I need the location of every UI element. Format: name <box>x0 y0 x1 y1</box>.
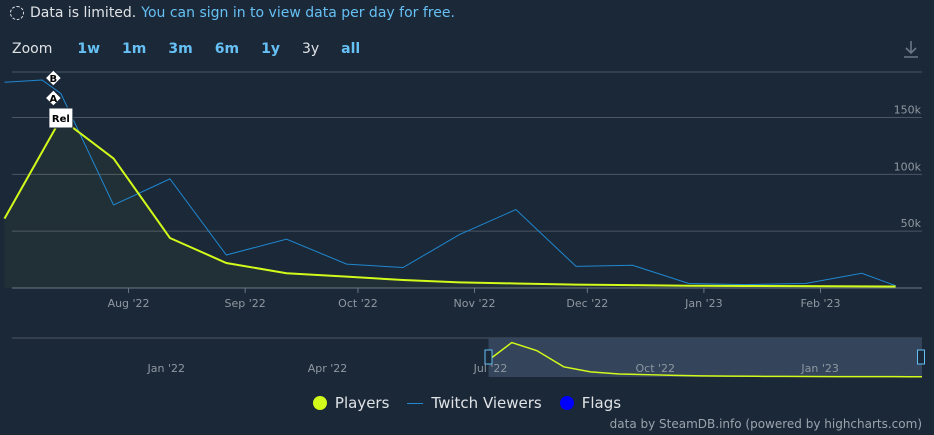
zoom-all-button[interactable]: all <box>330 41 371 57</box>
x-tick-label: Jan '23 <box>684 297 722 310</box>
zoom-1m-button[interactable]: 1m <box>111 41 157 57</box>
series-layer <box>3 79 896 288</box>
notice-text: Data is limited. <box>30 5 137 21</box>
navigator-handle-right[interactable] <box>917 349 925 365</box>
flag-marker <box>44 69 63 87</box>
data-limited-notice: Data is limited. You can sign in to view… <box>10 3 455 23</box>
legend-item-flags[interactable]: Flags <box>559 394 622 412</box>
players-swatch <box>312 396 327 410</box>
twitch-viewers-swatch <box>407 402 424 404</box>
zoom-1w-button[interactable]: 1w <box>66 41 111 57</box>
zoom-3y-button[interactable]: 3y <box>291 41 330 57</box>
x-tick-label: Oct '22 <box>338 297 378 310</box>
legend-label-players: Players <box>334 394 390 412</box>
x-tick-label: Aug '22 <box>108 297 150 310</box>
twitch-viewers-line <box>4 79 896 287</box>
flag-label: B <box>50 74 58 85</box>
y-tick-label: 100k <box>894 160 922 173</box>
legend-item-twitch-viewers[interactable]: Twitch Viewers <box>407 394 542 412</box>
flag-b[interactable]: B <box>44 69 63 87</box>
navigator[interactable]: Jan '22 Apr '22 Jul '22 Oct '22 Jan '23 <box>12 337 925 378</box>
flag-marker <box>44 89 63 107</box>
navigator-tick-label: Jan '22 <box>147 362 185 375</box>
players-line <box>3 117 896 288</box>
navigator-handle-left[interactable] <box>484 349 493 365</box>
legend-label-flags: Flags <box>581 394 622 412</box>
navigator-tick-label: Jan '23 <box>800 362 838 375</box>
players-area <box>4 118 896 288</box>
flags-layer: BA Rel <box>44 69 74 129</box>
sign-in-link[interactable]: You can sign in to view data per day for… <box>141 5 455 21</box>
zoom-1y-button[interactable]: 1y <box>250 41 291 57</box>
axis-ticks: 50k 100k 150k Aug '22 Sep '22 Oct '22 Nov '22 D… <box>108 103 922 310</box>
legend-label-twitch-viewers: Twitch Viewers <box>431 394 542 412</box>
dashed-circle-icon <box>10 6 24 20</box>
credits: data by SteamDB.info (powered by highcha… <box>609 417 922 431</box>
navigator-series <box>484 341 922 378</box>
legend-item-players[interactable]: Players <box>312 394 390 412</box>
download-icon[interactable] <box>900 38 922 60</box>
x-tick-label: Dec '22 <box>566 297 608 310</box>
zoom-label: Zoom <box>12 41 53 57</box>
x-tick-label: Sep '22 <box>225 297 266 310</box>
x-tick-label: Feb '23 <box>800 297 840 310</box>
flags-swatch <box>559 396 574 410</box>
x-tick-label: Nov '22 <box>454 297 496 310</box>
flag-a[interactable]: A <box>44 89 63 107</box>
navigator-selection[interactable] <box>488 338 922 377</box>
flag-label: A <box>49 94 57 105</box>
y-tick-label: 150k <box>894 103 922 116</box>
navigator-tick-label: Apr '22 <box>308 362 348 375</box>
zoom-6m-button[interactable]: 6m <box>204 41 250 57</box>
flag-marker <box>48 107 74 129</box>
y-tick-label: 50k <box>901 217 922 230</box>
navigator-tick-label: Oct '22 <box>636 362 676 375</box>
zoom-3m-button[interactable]: 3m <box>157 41 203 57</box>
navigator-tick-label: Jul '22 <box>473 362 508 375</box>
flag-release[interactable]: Rel <box>48 107 74 129</box>
zoom-bar: Zoom 1w 1m 3m 6m 1y 3y all <box>12 38 371 60</box>
flag-label: Rel <box>52 114 70 125</box>
legend: Players Twitch Viewers Flags <box>0 392 934 414</box>
